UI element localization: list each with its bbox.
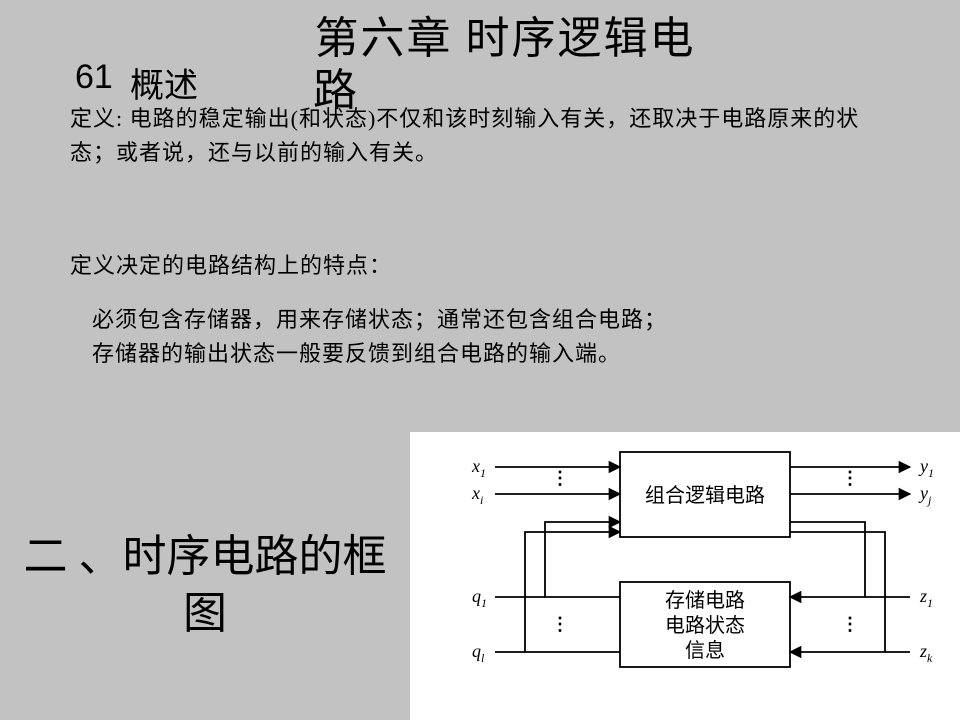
features-heading: 定义决定的电路结构上的特点： bbox=[70, 248, 392, 280]
section-2-title: 二 、时序电路的框图 bbox=[20, 528, 390, 642]
vdots-q: ⋮ bbox=[551, 614, 569, 634]
block-diagram: 组合逻辑电路 存储电路 电路状态 信息 x1 xi ⋮ y1 yj ⋮ z1 z… bbox=[410, 432, 960, 720]
diagram-bg bbox=[410, 432, 960, 720]
storage-label-2: 电路状态 bbox=[665, 614, 745, 637]
combinational-label: 组合逻辑电路 bbox=[645, 484, 765, 507]
storage-label-3: 信息 bbox=[685, 639, 725, 662]
definition-text: 定义: 电路的稳定输出(和状态)不仅和该时刻输入有关，还取决于电路原来的状态；或… bbox=[70, 102, 900, 170]
features-body: 必须包含存储器，用来存储状态；通常还包含组合电路； 存储器的输出状态一般要反馈到… bbox=[92, 303, 872, 371]
features-line2: 存储器的输出状态一般要反馈到组合电路的输入端。 bbox=[92, 337, 872, 371]
storage-label-1: 存储电路 bbox=[665, 589, 745, 612]
section-61-number: 61 bbox=[75, 58, 113, 97]
vdots-input: ⋮ bbox=[551, 468, 569, 488]
vdots-z: ⋮ bbox=[841, 614, 859, 634]
vdots-output: ⋮ bbox=[841, 468, 859, 488]
features-line1: 必须包含存储器，用来存储状态；通常还包含组合电路； bbox=[92, 303, 872, 337]
section-61-label: 概述 bbox=[130, 58, 198, 107]
